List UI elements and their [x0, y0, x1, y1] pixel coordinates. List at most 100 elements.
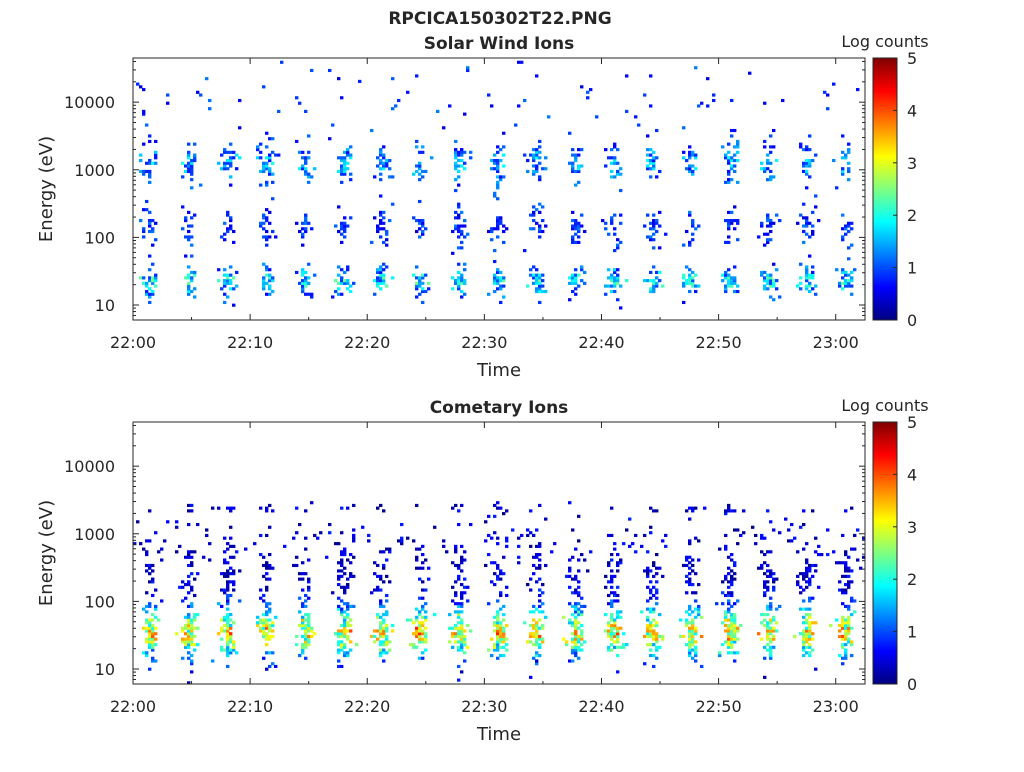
heatmap-cell: [496, 626, 500, 630]
heatmap-cell: [484, 539, 488, 543]
heatmap-cell: [385, 243, 389, 247]
heatmap-cell: [769, 651, 773, 655]
heatmap-cell: [724, 509, 728, 513]
heatmap-cell: [538, 175, 542, 179]
heatmap-cell: [619, 240, 623, 244]
heatmap-cell: [259, 533, 263, 538]
heatmap-cell: [811, 509, 815, 513]
heatmap-cell: [298, 596, 302, 600]
heatmap-cell: [613, 232, 617, 236]
heatmap-cell: [382, 550, 386, 554]
heatmap-cell: [262, 279, 266, 283]
heatmap-cell: [349, 289, 353, 294]
heatmap-cell: [766, 232, 770, 236]
heatmap-cell: [775, 577, 779, 581]
heatmap-cell: [613, 279, 617, 283]
heatmap-cell: [370, 591, 374, 595]
heatmap-cell: [385, 238, 389, 242]
heatmap-cell: [469, 156, 473, 160]
heatmap-cell: [265, 265, 269, 269]
colorbar-tick-label: 0: [907, 311, 917, 330]
heatmap-cell: [616, 599, 620, 603]
heatmap-cell: [736, 289, 740, 294]
heatmap-cell: [847, 161, 851, 165]
heatmap-cell: [571, 273, 575, 277]
heatmap-cell: [415, 629, 419, 633]
heatmap-cell: [493, 273, 497, 277]
heatmap-cell: [655, 281, 659, 285]
heatmap-cell: [535, 555, 539, 559]
heatmap-cell: [382, 648, 386, 652]
heatmap-cell: [382, 273, 386, 277]
heatmap-cell: [502, 276, 506, 280]
heatmap-cell: [154, 273, 158, 277]
heatmap-cell: [838, 561, 842, 565]
heatmap-cell: [844, 279, 848, 283]
heatmap-cell: [424, 227, 428, 231]
heatmap-cell: [727, 284, 731, 288]
heatmap-cell: [301, 623, 305, 628]
heatmap-cell: [649, 148, 653, 152]
heatmap-cell: [688, 640, 692, 644]
heatmap-cell: [802, 653, 806, 658]
heatmap-cell: [487, 553, 491, 557]
heatmap-cell: [337, 229, 341, 234]
heatmap-cell: [400, 522, 404, 527]
heatmap-cell: [262, 164, 266, 168]
heatmap-cell: [616, 553, 620, 557]
heatmap-cell: [496, 623, 500, 628]
heatmap-cell: [808, 276, 812, 280]
heatmap-cell: [349, 178, 353, 182]
heatmap-cell: [223, 161, 227, 165]
heatmap-cell: [343, 221, 347, 225]
heatmap-cell: [682, 634, 686, 639]
heatmap-cell: [421, 169, 425, 174]
heatmap-cell: [220, 153, 224, 157]
heatmap-cell: [262, 574, 266, 578]
heatmap-cell: [574, 629, 578, 633]
heatmap-cell: [805, 221, 809, 225]
heatmap-cell: [337, 640, 341, 644]
heatmap-cell: [817, 219, 821, 223]
heatmap-cell: [154, 643, 158, 647]
colorbar-label: Log counts: [841, 32, 928, 51]
heatmap-cell: [262, 85, 266, 89]
heatmap-cell: [382, 632, 386, 636]
heatmap-cell: [538, 178, 542, 182]
heatmap-cell: [577, 558, 581, 562]
heatmap-cell: [499, 158, 503, 163]
heatmap-cell: [262, 221, 266, 225]
heatmap-cell: [637, 123, 641, 127]
heatmap-cell: [577, 164, 581, 168]
heatmap-cell: [370, 128, 374, 133]
heatmap-cell: [655, 596, 659, 600]
heatmap-cell: [805, 232, 809, 236]
heatmap-cell: [340, 632, 344, 636]
heatmap-cell: [814, 194, 818, 198]
heatmap-cell: [490, 637, 494, 641]
heatmap-cell: [721, 602, 725, 606]
heatmap-cell: [841, 643, 845, 647]
heatmap-cell: [844, 634, 848, 639]
heatmap-cell: [733, 158, 737, 163]
heatmap-cell: [688, 276, 692, 280]
heatmap-cell: [691, 629, 695, 633]
heatmap-cell: [349, 156, 353, 160]
heatmap-cell: [610, 615, 614, 619]
heatmap-cell: [697, 224, 701, 228]
heatmap-cell: [574, 232, 578, 236]
heatmap-cell: [643, 279, 647, 283]
heatmap-cell: [151, 626, 155, 630]
heatmap-cell: [769, 169, 773, 174]
heatmap-cell: [814, 153, 818, 157]
heatmap-cell: [496, 197, 500, 201]
heatmap-cell: [226, 637, 230, 641]
heatmap-cell: [649, 580, 653, 584]
heatmap-cell: [610, 648, 614, 652]
heatmap-cell: [502, 634, 506, 639]
heatmap-cell: [577, 621, 581, 625]
heatmap-cell: [811, 648, 815, 652]
heatmap-cell: [154, 637, 158, 641]
heatmap-cell: [415, 219, 419, 223]
heatmap-cell: [733, 651, 737, 655]
